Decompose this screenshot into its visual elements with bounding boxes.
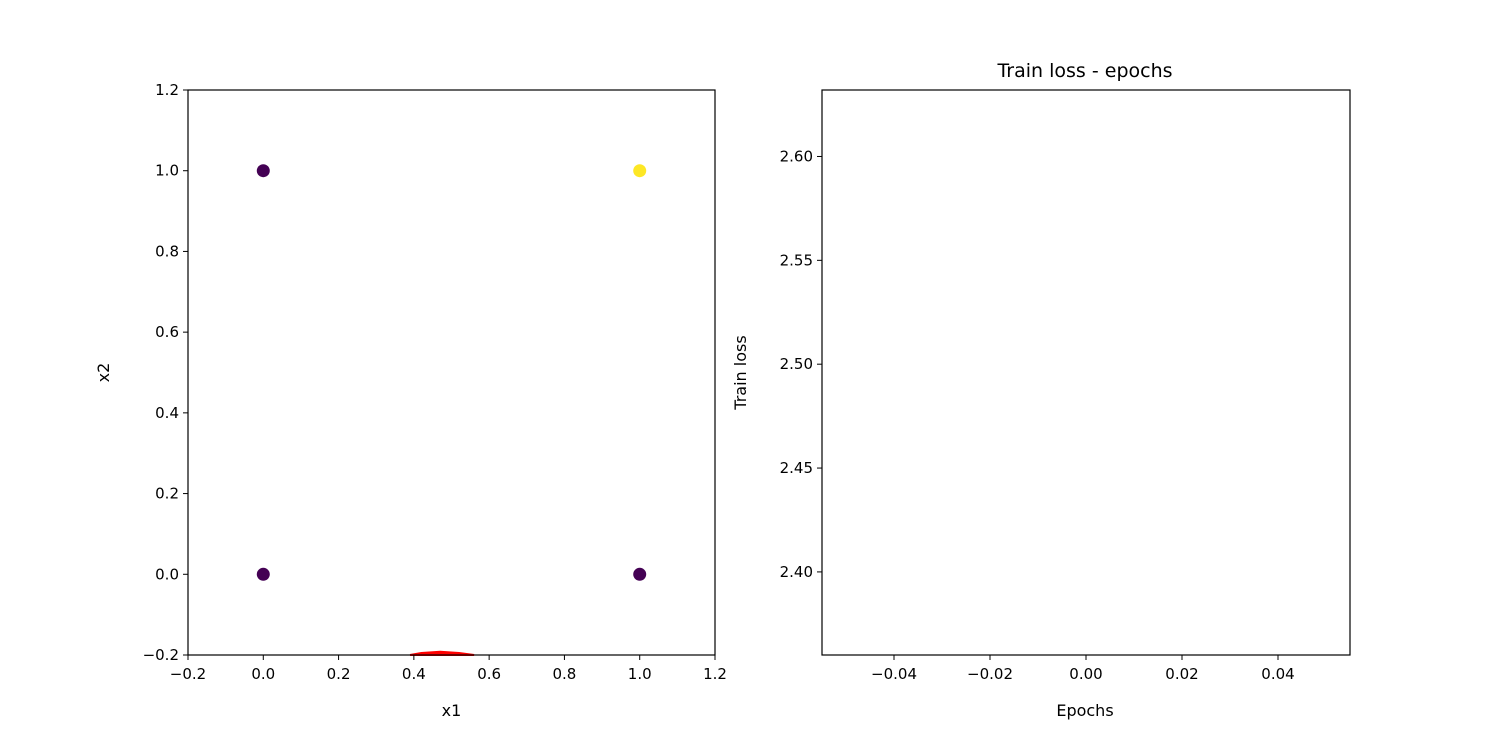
scatter-y-tick-label: 0.6 xyxy=(155,323,179,341)
scatter-y-axis-label: x2 xyxy=(94,363,113,383)
loss-y-tick-label: 2.45 xyxy=(780,459,813,477)
loss-y-tick-label: 2.60 xyxy=(780,147,813,165)
scatter-point xyxy=(256,567,270,581)
scatter-y-tick-label: −0.2 xyxy=(143,646,179,664)
scatter-x-tick-label: 0.2 xyxy=(327,665,351,683)
scatter-y-tick-label: 1.0 xyxy=(155,162,179,180)
loss-x-ticks: −0.04 −0.02 0.00 0.02 0.04 xyxy=(871,655,1295,683)
loss-x-tick-label: −0.04 xyxy=(871,665,917,683)
scatter-x-axis-label: x1 xyxy=(442,701,462,720)
scatter-marks xyxy=(256,164,647,656)
scatter-panel: −0.2 0.0 0.2 0.4 0.6 0.8 1.0 1.2 −0.2 0.0 0.2 0.4 0… xyxy=(94,81,727,720)
loss-y-tick-label: 2.55 xyxy=(780,251,813,269)
loss-x-tick-label: 0.02 xyxy=(1165,665,1198,683)
scatter-point xyxy=(633,567,647,581)
scatter-x-tick-label: 0.0 xyxy=(251,665,275,683)
scatter-point xyxy=(633,164,647,178)
scatter-x-tick-label: 1.0 xyxy=(628,665,652,683)
loss-x-tick-label: −0.02 xyxy=(967,665,1013,683)
scatter-y-tick-label: 0.4 xyxy=(155,404,179,422)
scatter-x-tick-label: 1.2 xyxy=(703,665,727,683)
loss-y-tick-label: 2.50 xyxy=(780,355,813,373)
loss-x-tick-label: 0.04 xyxy=(1261,665,1294,683)
scatter-y-tick-label: 0.2 xyxy=(155,485,179,503)
scatter-x-tick-label: 0.8 xyxy=(552,665,576,683)
scatter-x-ticks: −0.2 0.0 0.2 0.4 0.6 0.8 1.0 1.2 xyxy=(170,655,727,683)
scatter-y-tick-label: 0.0 xyxy=(155,565,179,583)
loss-x-tick-label: 0.00 xyxy=(1069,665,1102,683)
scatter-x-tick-label: −0.2 xyxy=(170,665,206,683)
loss-panel: Train loss - epochs −0.04 −0.02 0.00 0.02 0.… xyxy=(731,60,1351,720)
scatter-x-tick-label: 0.6 xyxy=(477,665,501,683)
loss-y-axis-label: Train loss xyxy=(731,335,750,410)
scatter-y-ticks: −0.2 0.0 0.2 0.4 0.6 0.8 1.0 1.2 xyxy=(143,81,188,664)
scatter-x-tick-label: 0.4 xyxy=(402,665,426,683)
loss-y-ticks: 2.40 2.45 2.50 2.55 2.60 xyxy=(780,147,822,581)
scatter-axes-frame xyxy=(187,89,716,656)
loss-axes-frame xyxy=(821,89,1351,656)
scatter-y-tick-label: 1.2 xyxy=(155,81,179,99)
scatter-point xyxy=(256,164,270,178)
loss-x-axis-label: Epochs xyxy=(1056,701,1113,720)
scatter-y-tick-label: 0.8 xyxy=(155,242,179,260)
loss-y-tick-label: 2.40 xyxy=(780,563,813,581)
loss-chart-title: Train loss - epochs xyxy=(996,60,1172,82)
